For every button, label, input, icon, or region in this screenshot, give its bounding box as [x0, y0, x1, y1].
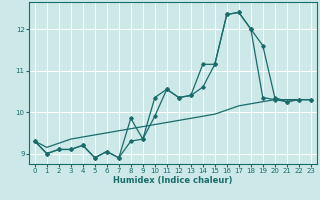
X-axis label: Humidex (Indice chaleur): Humidex (Indice chaleur) — [113, 176, 233, 185]
